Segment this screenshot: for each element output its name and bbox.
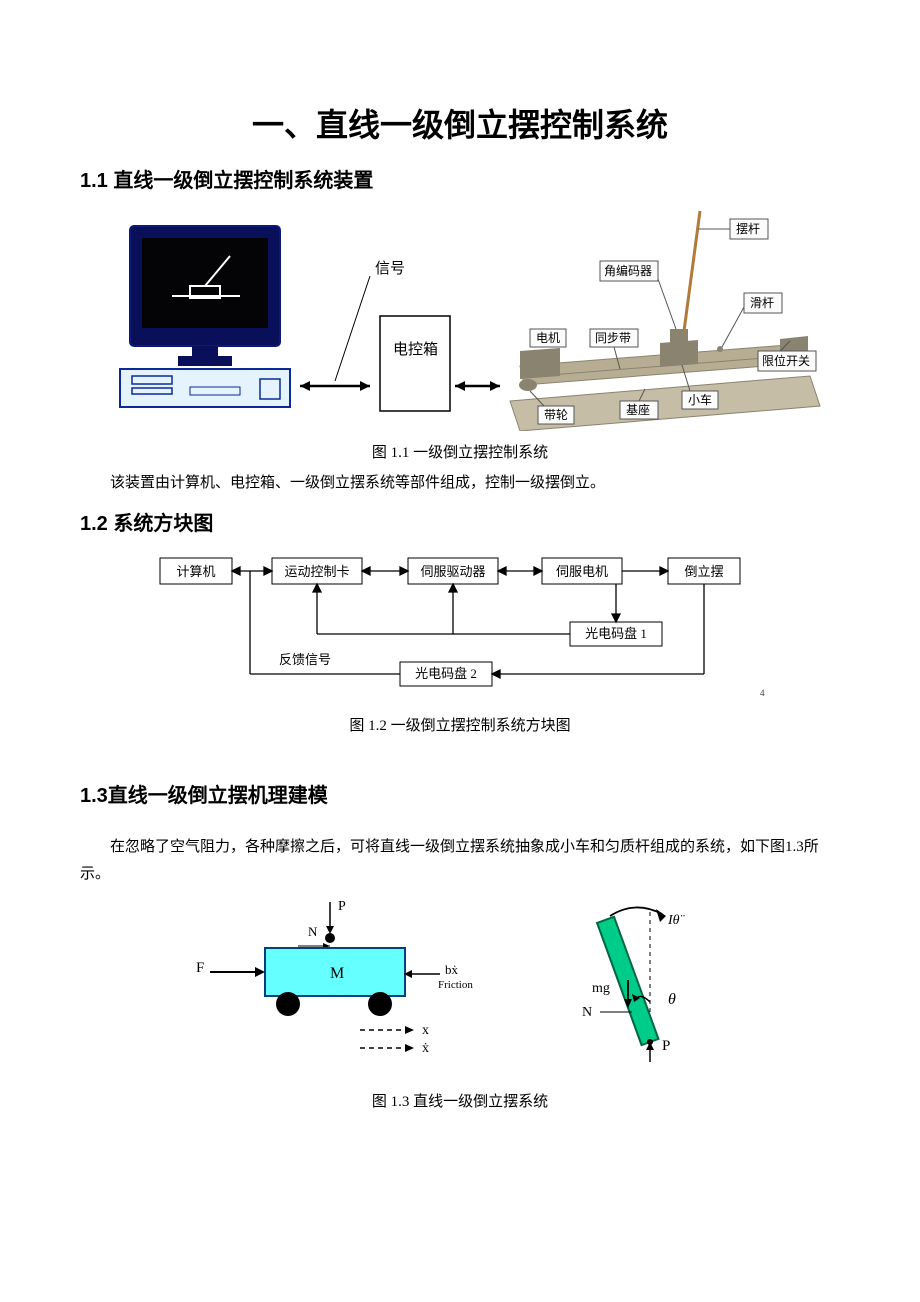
- document-page: 一、直线一级倒立摆控制系统 1.1 直线一级倒立摆控制系统装置: [0, 0, 920, 1302]
- cart-label-x: x: [422, 1023, 429, 1038]
- label-pulley: 带轮: [544, 408, 568, 422]
- pend-label-mg: mg: [592, 981, 610, 996]
- section-1-3-body: 在忽略了空气阻力，各种摩擦之后，可将直线一级倒立摆系统抽象成小车和匀质杆组成的系…: [80, 834, 840, 888]
- spacer-2: [80, 816, 840, 830]
- block-servo-motor: 伺服电机: [556, 564, 608, 579]
- section-1-3-heading: 1.3直线一级倒立摆机理建模: [80, 779, 840, 808]
- pend-label-theta: θ: [668, 991, 676, 1008]
- control-box-label: 电控箱: [393, 341, 438, 358]
- label-rod: 摆杆: [736, 222, 760, 236]
- cart-label-friction: Friction: [438, 979, 473, 991]
- label-base: 基座: [626, 402, 650, 417]
- label-belt: 同步带: [595, 331, 631, 345]
- spacer: [80, 743, 840, 769]
- label-limit: 限位开关: [762, 353, 810, 368]
- figure-1-2-svg: 计算机 运动控制卡 伺服驱动器 伺服电机 倒立摆 光电码盘 1 光电码盘 2 反…: [150, 546, 770, 706]
- bidirectional-arrow-2-icon: [455, 381, 500, 391]
- small-page-marker: 4: [760, 688, 765, 698]
- main-title: 一、直线一级倒立摆控制系统: [80, 100, 840, 146]
- block-motion-card: 运动控制卡: [284, 564, 349, 579]
- pend-label-P: P: [662, 1038, 670, 1054]
- feedback-label: 反馈信号: [279, 652, 331, 667]
- section-1-1-body: 该装置由计算机、电控箱、一级倒立摆系统等部件组成，控制一级摆倒立。: [80, 470, 840, 497]
- block-servo-driver: 伺服驱动器: [420, 564, 485, 579]
- pendulum-free-body-icon: Iθ̈ mg N θ P: [582, 907, 686, 1062]
- cart-free-body-icon: P N M F bẋ Friction: [196, 899, 473, 1056]
- pendulum-apparatus-icon: [510, 211, 820, 431]
- figure-1-2: 计算机 运动控制卡 伺服驱动器 伺服电机 倒立摆 光电码盘 1 光电码盘 2 反…: [150, 546, 770, 706]
- section-1-1-heading: 1.1 直线一级倒立摆控制系统装置: [80, 164, 840, 193]
- figure-1-2-caption: 图 1.2 一级倒立摆控制系统方块图: [80, 714, 840, 735]
- figure-1-1-svg: 信号 电控箱: [90, 201, 830, 431]
- signal-label: 信号: [375, 260, 405, 277]
- block-encoder-1: 光电码盘 1: [585, 626, 647, 641]
- block-encoder-2: 光电码盘 2: [415, 666, 477, 681]
- figure-1-3-svg: P N M F bẋ Friction: [180, 892, 740, 1082]
- cart-label-F: F: [196, 960, 204, 976]
- label-slider: 滑杆: [750, 296, 774, 310]
- control-box-icon: 电控箱: [380, 316, 450, 411]
- figure-1-3: P N M F bẋ Friction: [180, 892, 740, 1082]
- figure-1-1: 信号 电控箱: [90, 201, 830, 431]
- bidirectional-arrow-icon: [300, 276, 370, 391]
- block-pendulum: 倒立摆: [684, 564, 723, 579]
- label-encoder: 角编码器: [604, 263, 652, 278]
- cart-label-bx: bẋ: [445, 962, 459, 977]
- cart-label-N: N: [308, 924, 318, 939]
- block-computer: 计算机: [176, 564, 215, 579]
- figure-1-3-caption: 图 1.3 直线一级倒立摆系统: [80, 1090, 840, 1111]
- figure-1-1-caption: 图 1.1 一级倒立摆控制系统: [80, 441, 840, 462]
- cart-label-M: M: [330, 965, 344, 982]
- cart-label-xdot: ẋ: [422, 1041, 429, 1056]
- section-1-2-heading: 1.2 系统方块图: [80, 507, 840, 536]
- label-cart: 小车: [688, 392, 712, 407]
- pend-label-N: N: [582, 1005, 592, 1020]
- cart-label-P: P: [338, 899, 346, 914]
- label-motor: 电机: [536, 331, 560, 345]
- computer-monitor-icon: [120, 226, 290, 407]
- pend-label-Itheta: Iθ̈: [667, 913, 686, 928]
